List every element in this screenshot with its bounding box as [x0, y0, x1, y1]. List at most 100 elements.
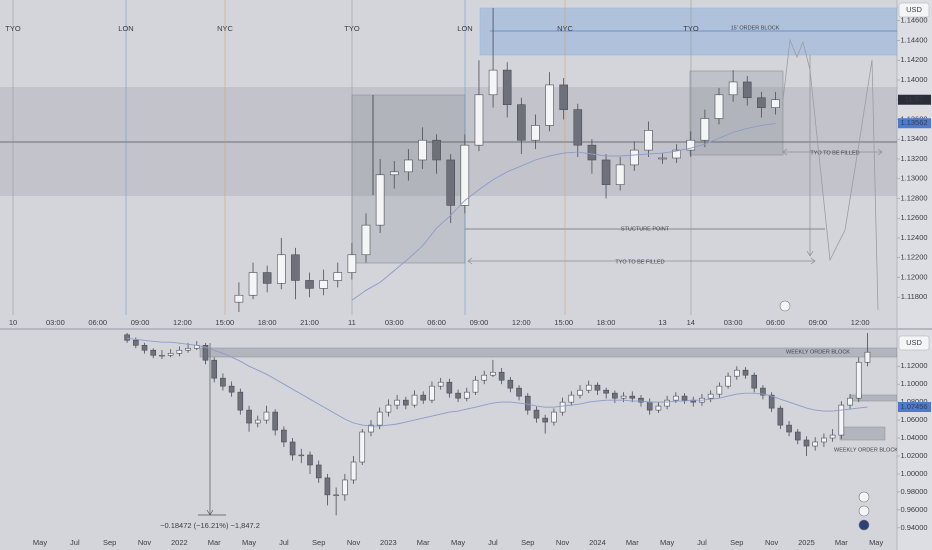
x-tick-label: 06:00 [427, 318, 446, 327]
candle-body [305, 280, 314, 289]
y-tick-label: 1.14000 [900, 75, 927, 84]
x-tick-label: Nov [556, 538, 570, 547]
x-tick-label: Nov [138, 538, 152, 547]
candle-body [150, 349, 157, 356]
currency-box[interactable] [898, 335, 930, 351]
ma-value-box [898, 118, 931, 129]
candle-body [664, 399, 670, 407]
projection-path [782, 38, 879, 311]
moving-average [351, 122, 776, 301]
candle-body [812, 441, 818, 447]
x-tick-label: Sep [103, 538, 116, 547]
y-tick-label: 1.10000 [900, 379, 927, 388]
y-tick-label: 1.02000 [900, 451, 927, 460]
x-tick-label: 12:00 [512, 318, 531, 327]
candle-body [472, 379, 479, 393]
candle-body [124, 334, 130, 341]
x-tick-label: Mar [626, 538, 639, 547]
candle-body [246, 409, 252, 424]
x-tick-label: Jul [279, 538, 289, 547]
candle-body [319, 280, 328, 289]
candle-body [725, 375, 731, 387]
session-label: TYO [683, 24, 699, 33]
candle-body [262, 272, 272, 284]
x-tick-label: May [660, 538, 674, 547]
candle-body [347, 254, 357, 273]
candle-body [751, 374, 758, 389]
icon[interactable] [858, 519, 870, 531]
candle-body [281, 429, 287, 443]
candle-body [829, 434, 836, 439]
ma-value-box [898, 402, 931, 413]
y-tick-label: 1.08000 [900, 397, 927, 406]
candle-body [568, 394, 575, 403]
candle-body [307, 454, 313, 466]
currency-box[interactable] [898, 2, 930, 18]
session-label: TYO [5, 24, 21, 33]
x-tick-label: 10 [9, 318, 17, 327]
x-tick-label: 09:00 [808, 318, 827, 327]
x-tick-label: Mar [208, 538, 221, 547]
candle-body [742, 81, 752, 99]
candle-body [446, 159, 456, 206]
candle-body [254, 419, 261, 424]
countdown: 11:57 [905, 95, 923, 104]
icon[interactable] [858, 505, 870, 517]
price-scale [897, 0, 932, 550]
x-tick-label: 13 [658, 318, 666, 327]
candle-body [394, 399, 400, 406]
candle-body [432, 139, 441, 161]
candle-body [429, 385, 435, 401]
x-tick-label: May [451, 538, 465, 547]
candle-body [237, 391, 244, 411]
candle-body [333, 494, 339, 496]
candle-body [418, 139, 427, 161]
candle-body [220, 377, 226, 387]
candle-body [587, 144, 597, 161]
y-tick-label: 1.14600 [900, 16, 927, 25]
candle-body [777, 407, 784, 426]
candle-body [821, 437, 827, 443]
y-tick-label: 1.12400 [900, 233, 927, 242]
candle-body [502, 69, 512, 105]
candle-body [446, 381, 453, 394]
x-tick-label: Mar [835, 538, 848, 547]
candle-body [545, 84, 554, 126]
x-tick-label: 14 [687, 318, 695, 327]
candle-body [385, 404, 392, 413]
candle-body [167, 352, 174, 356]
x-tick-label: 2024 [589, 538, 606, 547]
x-tick-label: Jul [488, 538, 498, 547]
icon[interactable] [779, 300, 791, 312]
candle-body [368, 424, 374, 433]
order-block [199, 347, 897, 358]
candle-body [757, 97, 766, 108]
candle-body [864, 351, 871, 363]
x-tick-label: 15:00 [554, 318, 573, 327]
x-tick-label: Nov [765, 538, 779, 547]
candle-body [404, 159, 413, 173]
order-block-label: 15' ORDER BLOCK [731, 25, 780, 31]
x-tick-label: Nov [347, 538, 361, 547]
top-annotations: 15' ORDER BLOCK STUCTURE POINT TYO TO BE… [0, 7, 897, 312]
icon[interactable] [858, 491, 870, 503]
order-block [479, 7, 897, 56]
x-tick-label: 03:00 [385, 318, 404, 327]
y-tick-label: 1.06000 [900, 415, 927, 424]
candle-body [644, 130, 653, 151]
candle-body [389, 171, 399, 176]
session-label: NYC [217, 24, 233, 33]
candle-body [716, 385, 723, 395]
candle-body [733, 369, 740, 377]
candle-body [577, 389, 583, 396]
y-tick-label: 1.13400 [900, 134, 927, 143]
x-tick-label: 09:00 [470, 318, 489, 327]
candle-body [594, 384, 601, 391]
candle-body [672, 149, 681, 159]
candle-body [359, 431, 366, 463]
arrowhead [806, 250, 814, 257]
candle-body [474, 94, 484, 146]
candle-body [531, 125, 540, 141]
candle-body [629, 149, 639, 166]
